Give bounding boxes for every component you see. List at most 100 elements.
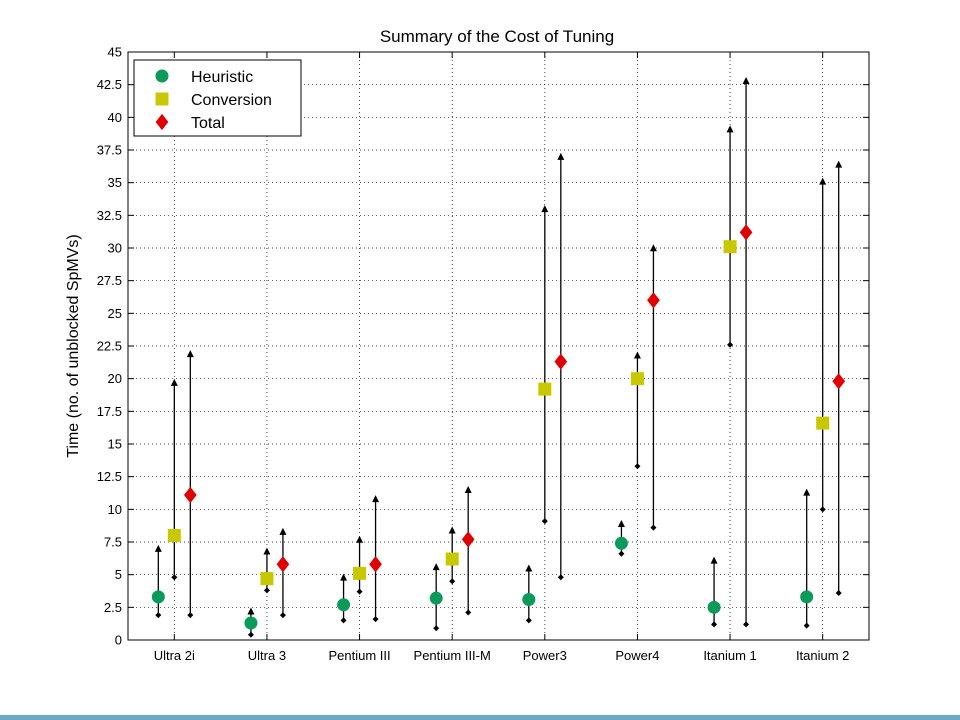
total-range-high-arrow [742,77,750,85]
heuristic-range-high-arrow [803,488,811,496]
total-point [739,224,753,241]
total-range-low-marker [187,612,194,619]
y-tick-label: 12.5 [97,469,122,484]
total-range-high-arrow [372,495,380,503]
y-tick-label: 45 [108,45,122,60]
legend-heuristic-marker [155,69,169,83]
bottom-accent-bar [0,715,960,720]
y-axis-label: Time (no. of unblocked SpMVs) [65,234,82,458]
total-range-low-marker [372,616,379,623]
y-tick-label: 32.5 [97,208,122,223]
heuristic-range-low-marker [525,617,532,624]
heuristic-range-high-arrow [154,544,162,552]
conversion-point [816,416,830,430]
y-tick-label: 22.5 [97,339,122,354]
conversion-range-high-arrow [448,526,456,534]
heuristic-range-high-arrow [710,556,718,564]
heuristic-point [800,590,814,604]
y-tick-label: 17.5 [97,404,122,419]
y-tick-label: 5 [115,567,122,582]
conversion-point [353,566,367,580]
conversion-range-high-arrow [263,547,271,555]
y-tick-label: 30 [108,241,122,256]
heuristic-range-high-arrow [340,573,348,581]
total-point [369,556,382,573]
heuristic-point [522,592,536,606]
total-range-high-arrow [279,527,287,535]
heuristic-range-high-arrow [247,607,255,615]
heuristic-range-low-marker [803,622,810,629]
x-tick-label: Itanium 2 [796,648,849,663]
total-range-low-marker [743,621,750,628]
total-range-low-marker [557,574,564,581]
heuristic-range-high-arrow [525,564,533,572]
legend-total-label: Total [191,115,225,132]
y-tick-label: 42.5 [97,77,122,92]
x-tick-label: Power3 [523,648,567,663]
conversion-range-low-marker [263,587,270,594]
y-tick-label: 10 [108,502,122,517]
y-tick-label: 20 [108,371,122,386]
heuristic-range-low-marker [155,612,162,619]
conversion-point [723,240,737,254]
legend-total-marker [155,113,169,131]
heuristic-point [707,600,721,614]
total-range-high-arrow [464,486,472,494]
conversion-range-low-marker [634,463,641,470]
y-tick-label: 15 [108,437,122,452]
conversion-range-high-arrow [819,177,827,185]
y-tick-label: 25 [108,306,122,321]
heuristic-point [151,590,165,604]
conversion-range-high-arrow [541,205,549,213]
total-point [832,373,846,390]
legend-conversion-marker [155,92,169,106]
heuristic-range-low-marker [618,550,625,557]
heuristic-range-high-arrow [432,563,440,571]
x-tick-label: Ultra 3 [248,648,286,663]
conversion-range-high-arrow [726,125,734,133]
heuristic-point [429,591,443,605]
total-point [647,292,660,309]
total-range-low-marker [650,524,657,531]
heuristic-range-low-marker [340,617,347,624]
conversion-range-low-marker [819,506,826,513]
x-tick-label: Itanium 1 [703,648,756,663]
conversion-range-high-arrow [356,535,364,543]
conversion-point [445,552,459,566]
total-point [183,486,197,504]
heuristic-point [614,536,628,550]
total-range-low-marker [835,589,842,596]
x-tick-label: Pentium III [328,648,390,663]
conversion-point [167,528,181,542]
x-tick-label: Pentium III-M [414,648,491,663]
legend: Heuristic Conversion Total [133,59,302,137]
conversion-range-low-marker [356,588,363,595]
conversion-range-low-marker [449,578,456,585]
total-point [276,556,290,573]
total-range-low-marker [465,609,472,616]
chart-title: Summary of the Cost of Tuning [380,27,614,46]
conversion-point [260,572,274,586]
y-tick-label: 7.5 [104,535,122,550]
conversion-range-high-arrow [170,378,178,386]
conversion-range-low-marker [541,518,548,525]
heuristic-range-low-marker [711,621,718,628]
conversion-range-high-arrow [633,351,641,359]
heuristic-point [244,616,258,630]
y-tick-label: 0 [115,633,122,648]
x-ticks-layer: Ultra 2i Ultra 3 Pentium III Pentium III-M P… [154,52,849,663]
conversion-point [538,382,552,396]
y-tick-label: 40 [108,110,122,125]
y-tick-label: 27.5 [97,273,122,288]
heuristic-range-low-marker [433,625,440,632]
legend-conversion-label: Conversion [191,92,272,109]
y-tick-label: 35 [108,175,122,190]
total-range-high-arrow [835,160,843,168]
heuristic-range-high-arrow [617,520,625,528]
markers-layer [151,224,846,630]
total-point [554,353,568,370]
y-tick-label: 2.5 [104,600,122,615]
x-tick-label: Power4 [615,648,659,663]
heuristic-point [337,598,351,612]
